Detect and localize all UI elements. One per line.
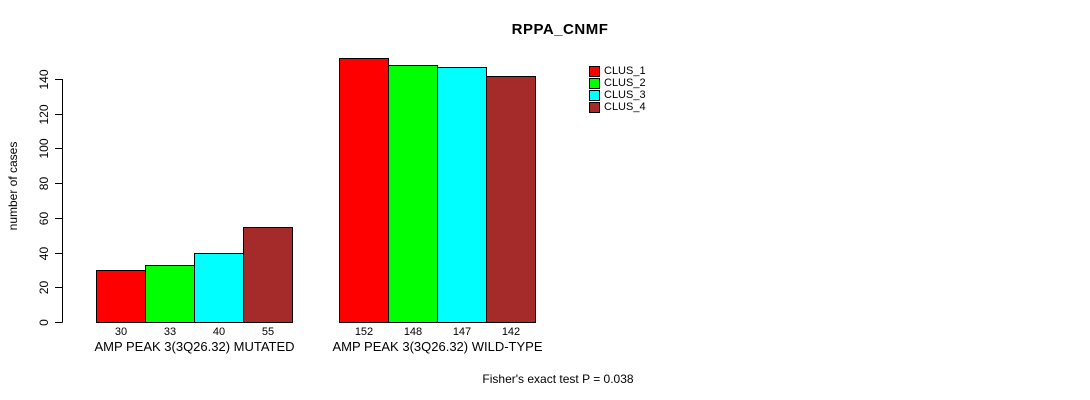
bar-value-label: 40 (212, 326, 226, 338)
legend-label: CLUS_1 (604, 65, 646, 77)
y-tick-label: 120 (37, 104, 51, 124)
footnote: Fisher's exact test P = 0.038 (482, 372, 634, 386)
y-tick-label: 60 (37, 212, 51, 226)
bar-clus_3-group1 (194, 252, 244, 323)
bar-value-label: 55 (261, 326, 275, 338)
legend-swatch-icon (589, 65, 600, 77)
bar-value-label: 142 (501, 326, 521, 338)
bar-clus_2-group1 (145, 264, 195, 323)
bar-clus_2-group2 (388, 65, 438, 323)
legend-label: CLUS_4 (604, 101, 646, 113)
bar-value-label: 147 (452, 326, 472, 338)
bar-clus_4-group2 (486, 75, 536, 323)
legend-item-clus_2: CLUS_2 (589, 77, 646, 89)
bar-value-label: 30 (114, 326, 128, 338)
y-tick-label: 0 (37, 319, 51, 326)
y-tick-label: 80 (37, 177, 51, 191)
y-tick-label: 100 (37, 138, 51, 158)
legend-item-clus_4: CLUS_4 (589, 101, 646, 113)
bar-value-label: 152 (354, 326, 374, 338)
legend-swatch-icon (589, 77, 600, 89)
legend: CLUS_1 CLUS_2 CLUS_3 CLUS_4 (589, 65, 646, 113)
group-label: AMP PEAK 3(3Q26.32) MUTATED (94, 339, 295, 354)
legend-item-clus_3: CLUS_3 (589, 89, 646, 101)
chart-title: RPPA_CNMF (511, 21, 609, 38)
legend-label: CLUS_3 (604, 89, 646, 101)
legend-swatch-icon (589, 101, 600, 113)
y-tick-label: 40 (37, 247, 51, 261)
bar-clus_1-group1 (96, 269, 146, 323)
bar-value-label: 33 (163, 326, 177, 338)
y-tick-label: 20 (37, 281, 51, 295)
bar-clus_4-group1 (243, 226, 293, 323)
legend-label: CLUS_2 (604, 77, 646, 89)
bar-clus_3-group2 (437, 66, 487, 323)
bar-clus_1-group2 (339, 58, 389, 323)
legend-swatch-icon (589, 89, 600, 101)
y-tick-label: 140 (37, 69, 51, 89)
bar-value-label: 148 (403, 326, 423, 338)
group-label: AMP PEAK 3(3Q26.32) WILD-TYPE (332, 339, 543, 354)
legend-item-clus_1: CLUS_1 (589, 65, 646, 77)
